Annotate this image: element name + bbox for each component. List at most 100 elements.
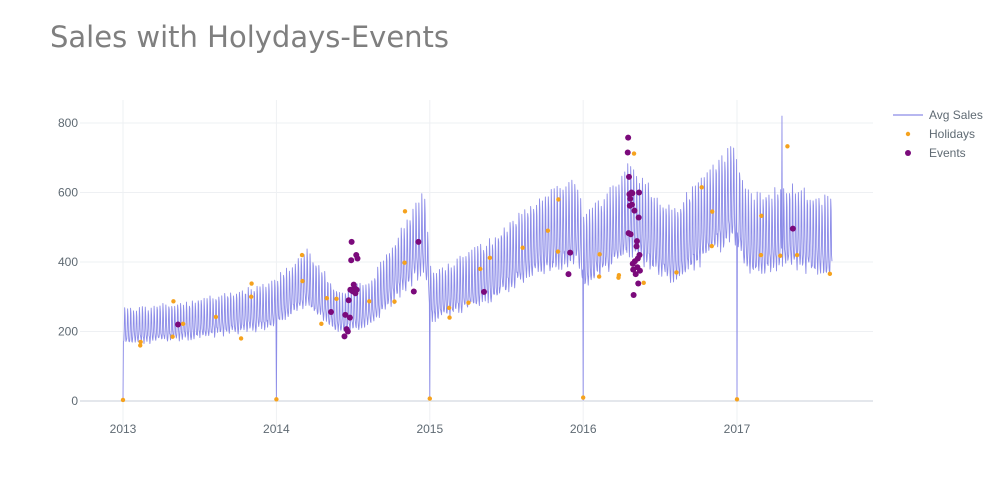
holiday-point xyxy=(238,336,244,341)
event-point xyxy=(415,238,422,245)
event-point xyxy=(628,201,635,208)
holiday-point xyxy=(709,243,714,249)
x-tick-label: 2013 xyxy=(110,422,137,436)
holiday-point xyxy=(597,252,602,257)
holiday-point xyxy=(367,299,372,304)
event-point xyxy=(341,333,348,340)
event-point xyxy=(625,173,632,180)
event-point xyxy=(631,207,638,214)
holiday-point xyxy=(170,334,175,339)
holiday-point xyxy=(758,252,764,258)
event-point xyxy=(410,288,417,295)
event-point xyxy=(789,225,796,232)
event-point xyxy=(348,238,355,245)
event-point xyxy=(630,292,637,299)
holiday-point xyxy=(249,281,254,286)
holiday-point xyxy=(300,278,305,284)
holiday-point xyxy=(466,300,471,305)
holiday-point xyxy=(447,315,452,320)
event-point xyxy=(348,257,355,264)
holiday-point xyxy=(545,228,551,233)
chart-title: Sales with Holydays-Events xyxy=(50,20,450,54)
holiday-point xyxy=(402,260,407,265)
holiday-point xyxy=(319,321,324,327)
legend-swatch-events xyxy=(905,150,911,156)
event-point xyxy=(565,271,572,278)
holiday-point xyxy=(710,209,715,214)
x-tick-label: 2017 xyxy=(724,422,751,436)
holiday-point xyxy=(324,295,330,301)
holiday-point xyxy=(120,397,126,403)
holiday-point xyxy=(596,274,602,279)
holiday-point xyxy=(138,339,143,345)
holiday-point xyxy=(402,209,408,214)
holiday-point xyxy=(520,245,525,250)
holiday-point xyxy=(616,273,622,278)
event-point xyxy=(629,190,636,197)
holiday-point xyxy=(392,299,397,304)
holiday-point xyxy=(794,252,800,258)
event-point xyxy=(636,189,643,196)
holiday-point xyxy=(555,249,561,254)
holiday-point xyxy=(580,395,586,400)
event-point xyxy=(345,297,352,304)
holiday-point xyxy=(180,321,186,327)
legend: Avg Sales Holidays Events xyxy=(893,108,983,160)
holiday-point xyxy=(699,185,704,190)
event-point xyxy=(635,280,642,287)
holiday-point xyxy=(734,397,740,402)
holiday-point xyxy=(631,151,637,156)
holiday-point xyxy=(487,255,493,261)
y-tick-label: 800 xyxy=(58,116,78,130)
holiday-point xyxy=(248,294,254,299)
legend-label: Avg Sales xyxy=(929,108,983,122)
x-tick-label: 2014 xyxy=(263,422,290,436)
event-point xyxy=(636,267,643,274)
y-tick-label: 200 xyxy=(58,325,78,339)
event-point xyxy=(481,288,488,295)
event-point xyxy=(625,134,632,141)
y-tick-label: 0 xyxy=(71,394,78,408)
axes: 0 200 400 600 800 2013 2014 2015 2016 2017 xyxy=(58,116,751,436)
event-point xyxy=(353,286,360,293)
event-point xyxy=(328,309,335,316)
legend-label: Events xyxy=(929,146,966,160)
holiday-point xyxy=(213,314,219,320)
event-point xyxy=(627,195,634,202)
legend-swatch-holidays xyxy=(905,131,911,137)
event-point xyxy=(624,149,631,156)
holiday-point xyxy=(785,144,790,149)
x-tick-label: 2015 xyxy=(416,422,443,436)
holiday-point xyxy=(556,197,561,202)
event-point xyxy=(175,321,182,328)
y-tick-label: 400 xyxy=(58,255,78,269)
event-point xyxy=(635,214,642,221)
holiday-point xyxy=(641,280,646,286)
holiday-point xyxy=(674,270,679,275)
holiday-point xyxy=(299,252,305,258)
event-point xyxy=(567,249,574,256)
holiday-point xyxy=(778,253,783,258)
legend-label: Holidays xyxy=(929,127,975,141)
avg-sales-line xyxy=(122,115,833,401)
event-point xyxy=(632,271,639,278)
x-tick-label: 2016 xyxy=(570,422,597,436)
y-tick-label: 600 xyxy=(58,186,78,200)
holiday-point xyxy=(274,397,279,402)
event-point xyxy=(633,243,640,250)
holiday-point xyxy=(478,266,483,272)
event-point xyxy=(627,231,634,238)
plot-area xyxy=(120,115,833,403)
holiday-point xyxy=(446,305,452,311)
holiday-point xyxy=(827,271,833,277)
event-point xyxy=(633,238,640,245)
holiday-point xyxy=(427,396,432,401)
event-point xyxy=(346,314,353,321)
event-point xyxy=(342,311,349,318)
holiday-point xyxy=(759,213,764,218)
event-point xyxy=(354,255,361,262)
holiday-point xyxy=(138,343,143,348)
holiday-point xyxy=(334,296,339,302)
event-point xyxy=(344,328,351,335)
